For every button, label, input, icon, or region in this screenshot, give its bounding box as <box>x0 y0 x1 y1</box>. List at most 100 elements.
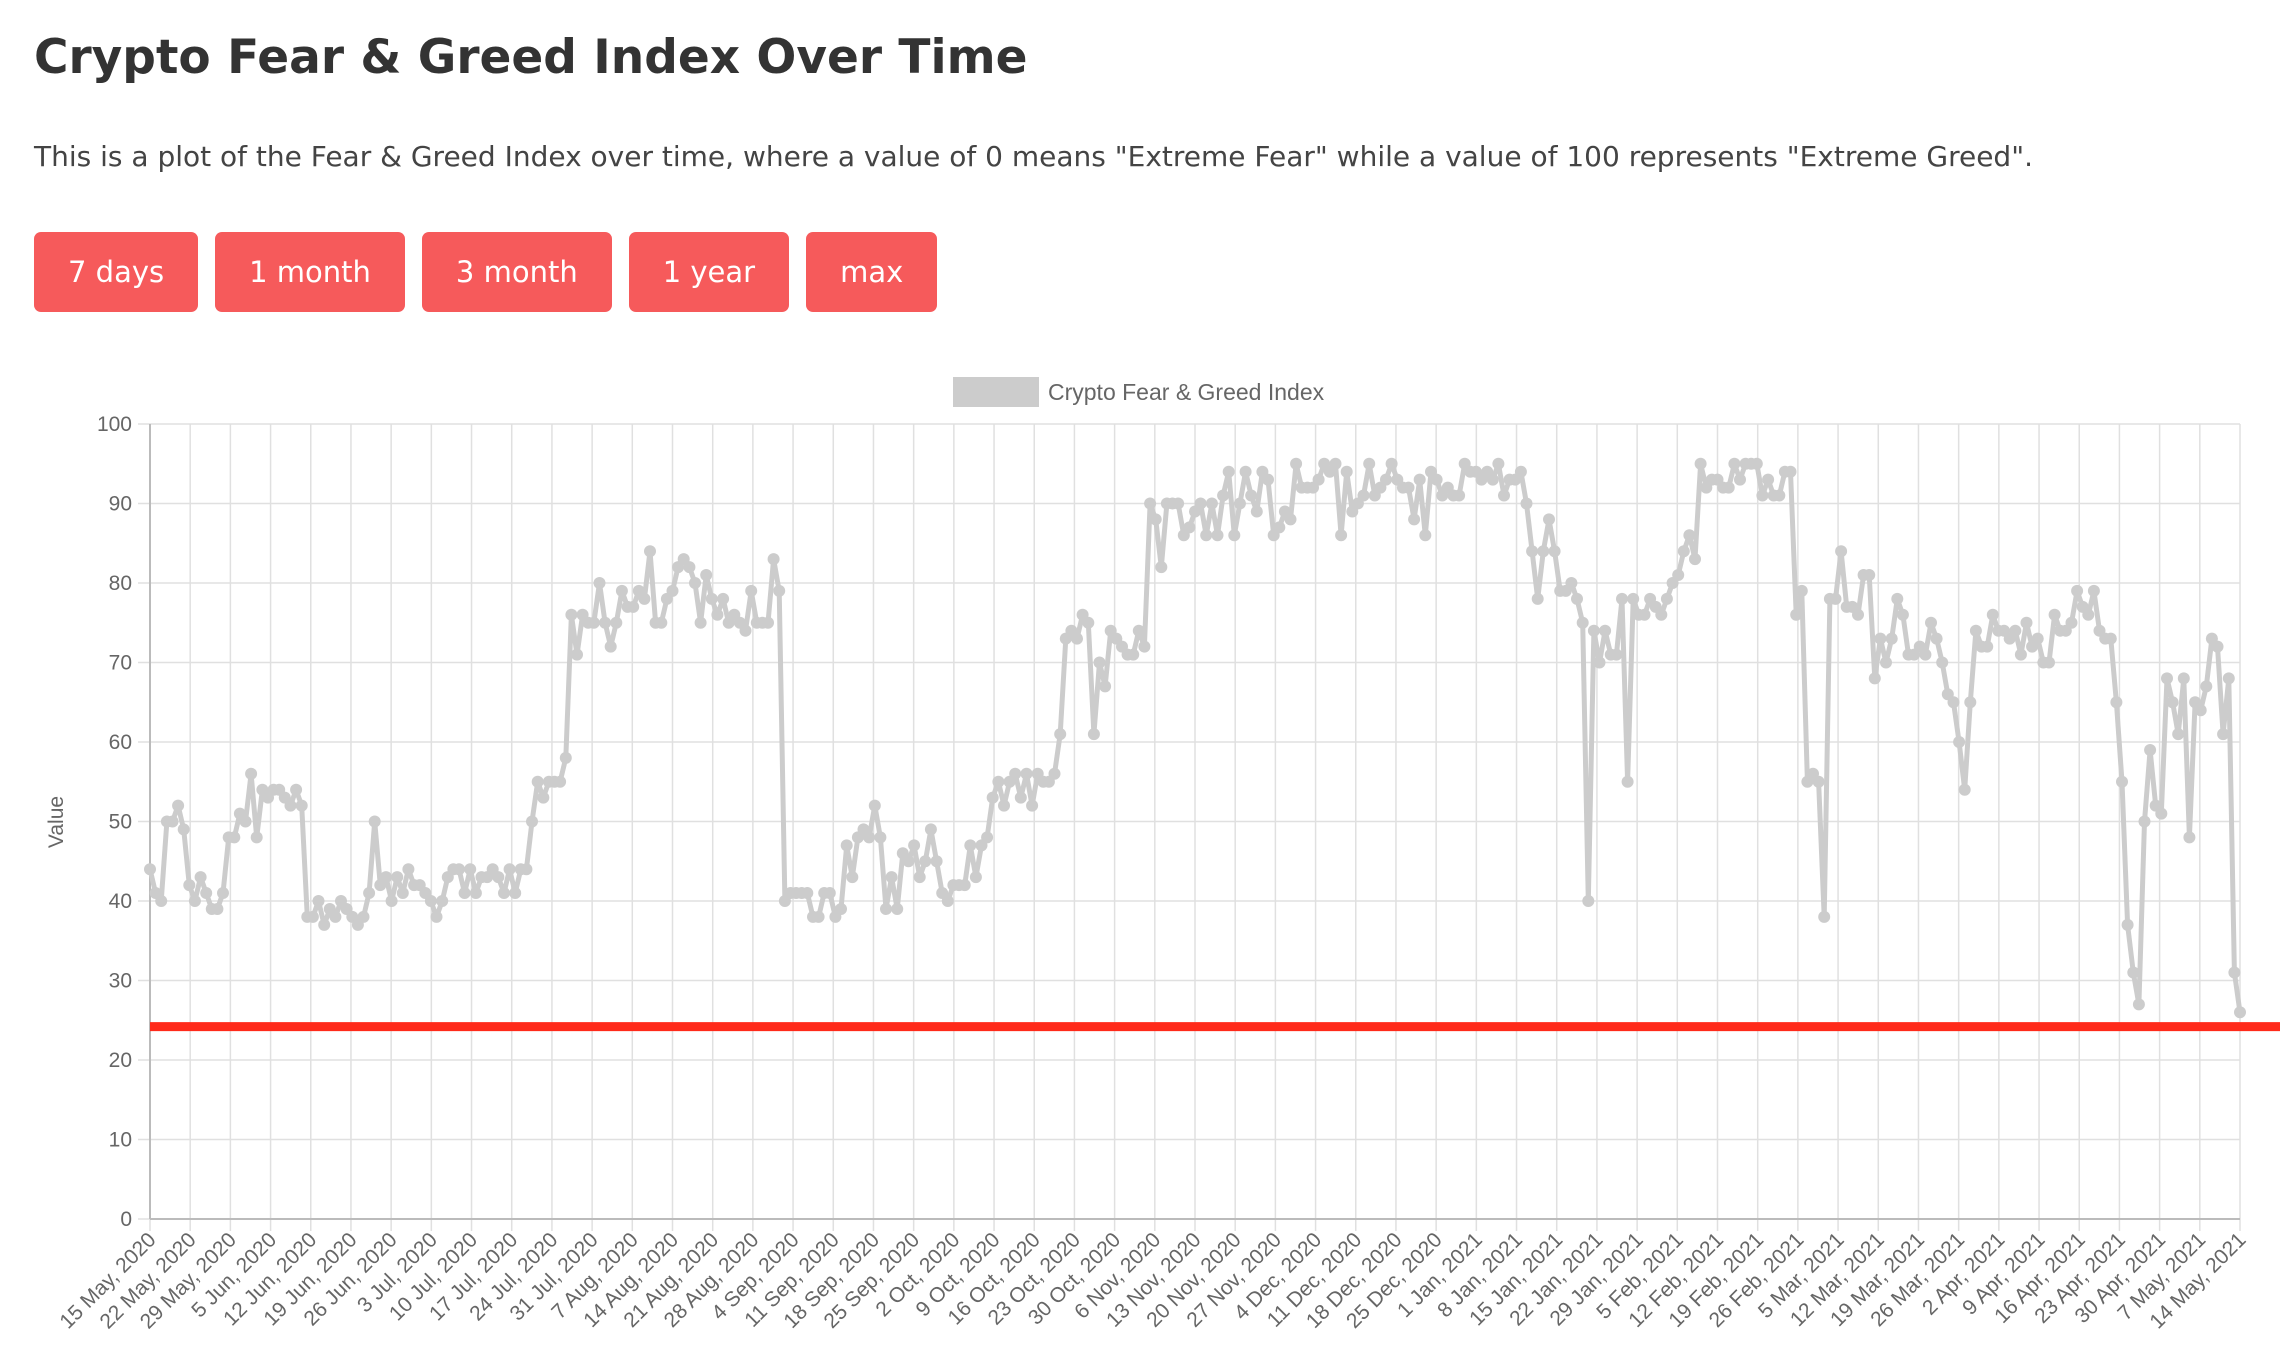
data-point[interactable] <box>194 871 207 884</box>
data-point[interactable] <box>964 839 977 852</box>
data-point[interactable] <box>402 863 415 876</box>
data-point[interactable] <box>1543 513 1555 526</box>
data-point[interactable] <box>604 640 617 653</box>
data-point[interactable] <box>689 577 701 589</box>
chart-legend[interactable]: Crypto Fear & Greed Index <box>953 377 1325 407</box>
data-point[interactable] <box>711 608 724 621</box>
data-point[interactable] <box>1020 767 1033 780</box>
data-point[interactable] <box>464 863 477 876</box>
data-point[interactable] <box>1138 640 1151 653</box>
data-point[interactable] <box>1880 656 1892 669</box>
data-point[interactable] <box>1172 497 1185 510</box>
data-point[interactable] <box>1149 513 1162 526</box>
data-point[interactable] <box>312 895 325 907</box>
data-point[interactable] <box>638 592 651 605</box>
data-point[interactable] <box>1340 465 1353 478</box>
data-point[interactable] <box>458 887 471 899</box>
data-point[interactable] <box>2172 728 2185 741</box>
data-point[interactable] <box>2104 632 2117 645</box>
data-point[interactable] <box>2121 918 2134 931</box>
data-point[interactable] <box>1638 608 1651 621</box>
data-point[interactable] <box>537 791 550 804</box>
range-button-max[interactable]: max <box>806 232 938 312</box>
data-point[interactable] <box>1762 473 1775 486</box>
data-point[interactable] <box>1127 648 1140 661</box>
data-point[interactable] <box>880 903 892 915</box>
data-point[interactable] <box>1087 728 1100 741</box>
data-point[interactable] <box>739 624 752 637</box>
data-point[interactable] <box>1835 545 1848 558</box>
data-point[interactable] <box>1784 465 1797 478</box>
data-point[interactable] <box>913 871 926 884</box>
data-point[interactable] <box>992 775 1005 788</box>
data-point[interactable] <box>2048 608 2061 621</box>
data-point[interactable] <box>430 910 443 923</box>
data-point[interactable] <box>2183 831 2196 844</box>
data-point[interactable] <box>1071 632 1083 645</box>
data-point[interactable] <box>1413 473 1426 486</box>
range-button-1-year[interactable]: 1 year <box>628 232 790 312</box>
data-point[interactable] <box>1795 584 1808 597</box>
data-point[interactable] <box>1896 608 1909 621</box>
data-point[interactable] <box>200 887 213 899</box>
data-point[interactable] <box>217 887 229 899</box>
data-point[interactable] <box>1514 465 1527 478</box>
data-point[interactable] <box>924 823 937 836</box>
data-point[interactable] <box>1582 895 1595 907</box>
data-point[interactable] <box>1593 656 1606 669</box>
data-point[interactable] <box>498 887 510 899</box>
data-point[interactable] <box>1868 672 1881 685</box>
data-point[interactable] <box>908 839 921 852</box>
data-point[interactable] <box>1408 513 1421 526</box>
data-point[interactable] <box>1498 489 1510 502</box>
data-point[interactable] <box>1537 545 1550 558</box>
data-point[interactable] <box>1683 529 1696 542</box>
data-point[interactable] <box>986 791 999 804</box>
data-point[interactable] <box>2155 807 2168 820</box>
data-point[interactable] <box>2087 584 2100 597</box>
data-point[interactable] <box>520 863 533 876</box>
data-point[interactable] <box>492 871 505 884</box>
data-point[interactable] <box>1616 592 1628 605</box>
data-point[interactable] <box>1885 632 1898 645</box>
data-point[interactable] <box>823 887 836 899</box>
data-point[interactable] <box>391 871 404 884</box>
data-point[interactable] <box>1357 489 1370 502</box>
data-point[interactable] <box>1936 656 1949 669</box>
data-point[interactable] <box>1486 473 1499 486</box>
data-point[interactable] <box>363 887 376 899</box>
data-point[interactable] <box>290 783 303 796</box>
data-point[interactable] <box>306 910 319 923</box>
data-point[interactable] <box>1520 497 1533 510</box>
data-point[interactable] <box>1093 656 1106 669</box>
data-point[interactable] <box>1492 457 1505 470</box>
data-point[interactable] <box>2110 696 2123 709</box>
data-point[interactable] <box>700 569 713 581</box>
data-point[interactable] <box>571 648 583 661</box>
data-point[interactable] <box>1419 529 1432 542</box>
data-point[interactable] <box>295 799 308 812</box>
data-point[interactable] <box>2166 696 2179 709</box>
data-point[interactable] <box>1009 767 1022 780</box>
data-point[interactable] <box>1183 521 1196 534</box>
data-point[interactable] <box>1722 481 1735 494</box>
data-point[interactable] <box>2127 966 2140 979</box>
data-point[interactable] <box>2043 656 2055 669</box>
data-point[interactable] <box>1014 791 1027 804</box>
data-point[interactable] <box>1728 457 1741 470</box>
range-button-7-days[interactable]: 7 days <box>34 232 199 312</box>
data-point[interactable] <box>250 831 263 844</box>
data-point[interactable] <box>2222 672 2235 685</box>
data-point[interactable] <box>1964 696 1977 709</box>
data-point[interactable] <box>1790 608 1803 621</box>
data-point[interactable] <box>2132 998 2145 1011</box>
data-point[interactable] <box>767 553 780 566</box>
data-point[interactable] <box>1329 457 1342 470</box>
data-point[interactable] <box>469 887 482 899</box>
data-point[interactable] <box>1981 640 1994 653</box>
data-point[interactable] <box>1144 497 1157 510</box>
data-point[interactable] <box>1194 497 1207 510</box>
data-point[interactable] <box>1621 775 1634 788</box>
data-point[interactable] <box>981 831 994 844</box>
data-point[interactable] <box>1829 592 1842 605</box>
